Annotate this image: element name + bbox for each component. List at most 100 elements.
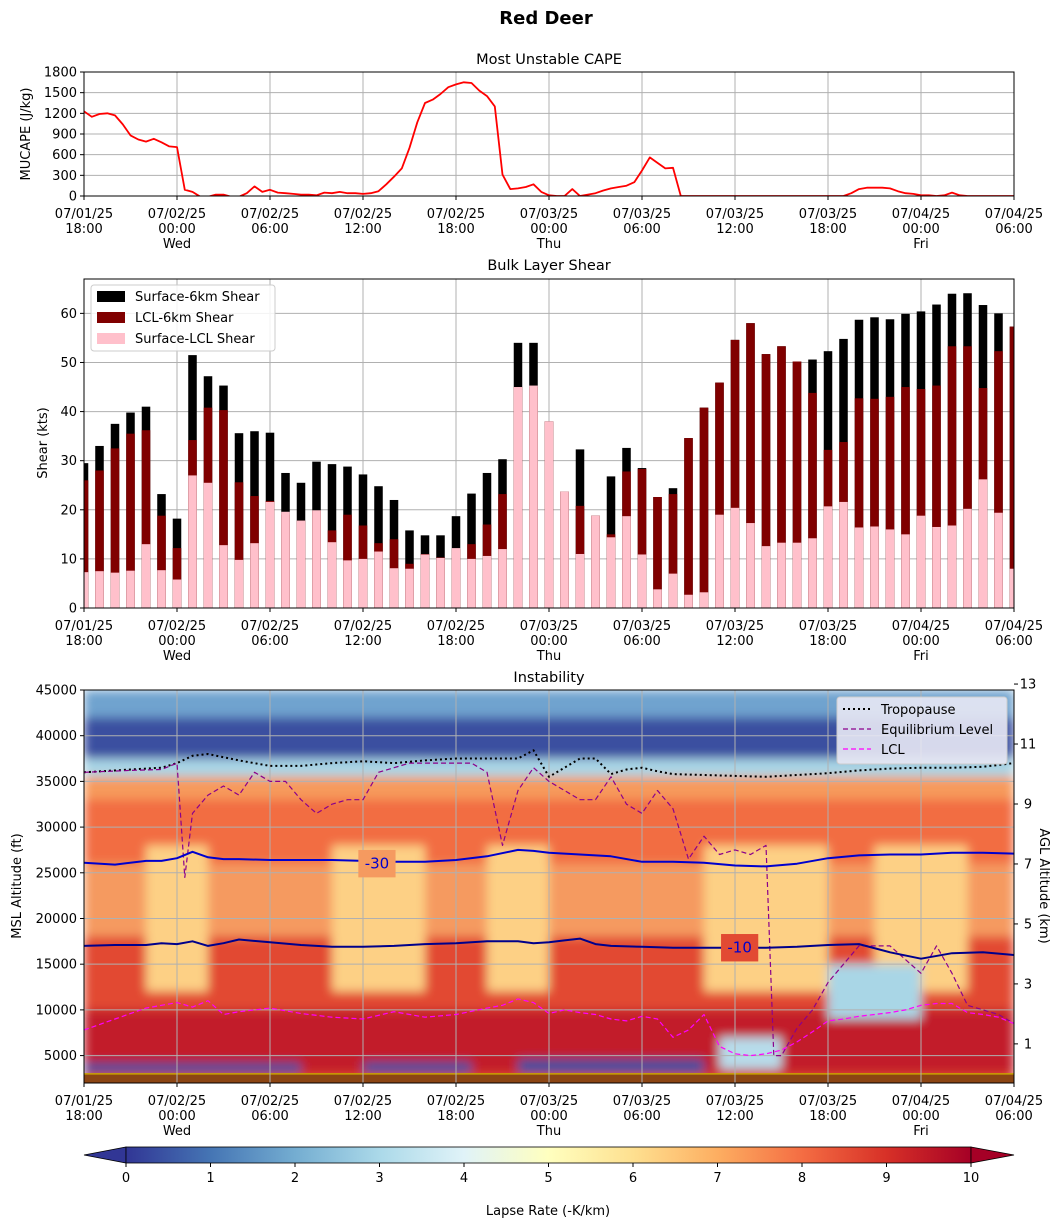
colorbar-high-extension [970,1146,1015,1164]
surface-lcl-shear-bar [312,510,321,608]
colorbar-tick-label: 10 [963,1171,980,1186]
heat-inversion-patch [828,964,921,1020]
surface-lcl-shear-bar [715,514,724,608]
shear-legend-label: LCL-6km Shear [135,311,234,326]
colorbar-tick-label: 2 [291,1171,299,1186]
cape-grid [83,71,1015,197]
cape-x-tick-date: 07/04/25 [892,207,950,222]
instability-x-tick-date: 07/02/25 [148,1094,206,1109]
lcl-6km-shear-bar [932,385,941,608]
cape-x-tick-date: 07/03/25 [520,207,578,222]
instability-x-tick-time: 18:00 [437,1109,474,1124]
shear-bars [84,293,1014,608]
surface-lcl-shear-bar [761,546,771,608]
lcl-6km-shear-bar [157,515,166,608]
instability-x-tick-date: 07/02/25 [241,1094,299,1109]
cape-x-tick-date: 07/02/25 [334,207,392,222]
lcl-6km-shear-bar [172,548,182,608]
instability-x-tick-time: 12:00 [344,1109,381,1124]
surface-lcl-shear-bar [84,572,89,608]
shear-legend-swatch [97,291,125,302]
cape-x-tick-date: 07/01/25 [55,207,113,222]
surface-lcl-shear-bar [110,572,120,608]
lcl-6km-shear-bar [110,448,120,608]
shear-y-tick-label: 0 [69,602,77,617]
minus10-isotherm-line [84,937,1014,960]
cape-x-tick-date: 07/02/25 [427,207,485,222]
instability-x-tick-date: 07/03/25 [706,1094,764,1109]
lcl-6km-shear-bar [761,354,771,608]
shear-y-tick-label: 30 [60,454,77,469]
shear-x-tick-date: 07/03/25 [613,619,671,634]
surface-lcl-shear-bar [529,385,538,608]
lcl-6km-shear-bar [141,430,151,608]
colorbar-gradient [125,1146,972,1164]
colorbar-tick-label: 8 [798,1171,806,1186]
colorbar-ticks: 0 1 2 3 4 5 6 7 8 9 10 [122,1163,979,1186]
cape-x-tick-date: 07/02/25 [241,207,299,222]
instability-x-tick-date: 07/01/25 [55,1094,113,1109]
cape-y-tick-label: 900 [52,128,77,143]
surface-lcl-shear-bar [405,568,414,608]
msl-y-tick-label: 30000 [36,821,77,836]
cape-panel: Most Unstable CAPE 0 300 600 900 1200 1500 180… [19,52,1043,252]
shear-x-tick-date: 07/04/25 [985,619,1043,634]
shear-y-tick-label: 20 [60,503,77,518]
colorbar-tick-label: 9 [882,1171,890,1186]
agl-y-tick-label: 7 [1024,857,1032,872]
instability-x-tick-time: 06:00 [995,1109,1032,1124]
shear-x-tick-date: 07/03/25 [706,619,764,634]
shear-x-tick-time: 06:00 [995,634,1032,649]
lcl-6km-shear-bar [234,482,244,608]
lcl-6km-shear-bar [808,392,817,608]
cape-x-tick-date: 07/03/25 [613,207,671,222]
lcl-6km-shear-bar [792,361,802,608]
shear-legend-swatch [97,333,125,344]
surface-lcl-shear-bar [808,538,817,608]
shear-y-tick-label: 60 [60,307,77,322]
cape-y-tick-label: 300 [52,169,77,184]
surface-lcl-shear-bar [188,475,197,608]
agl-y-tick-label: 13 [1020,678,1037,693]
heat-surface-inversion [84,1062,301,1074]
surface-lcl-shear-bar [157,570,166,608]
colorbar: 0 1 2 3 4 5 6 7 8 9 10 Lapse Rate (-K/km) [83,1146,1015,1219]
cape-x-tick-date: 07/03/25 [799,207,857,222]
instability-x-tick-day: Thu [536,1124,561,1139]
shear-x-tick-time: 00:00 [902,634,939,649]
surface-lcl-shear-bar [250,543,259,608]
shear-x-tick-time: 00:00 [530,634,567,649]
shear-x-tick-time: 18:00 [65,634,102,649]
lcl-6km-shear-bar [95,470,104,608]
instability-x-tick-date: 07/03/25 [520,1094,578,1109]
surface-lcl-shear-bar [637,554,647,608]
lcl-6km-shear-bar [870,398,879,608]
surface-lcl-shear-bar [95,571,104,608]
instability-x-tick-time: 18:00 [65,1109,102,1124]
instability-x-tick-time: 00:00 [158,1109,195,1124]
shear-y-ticks: 0 10 20 30 40 50 60 [60,307,84,617]
colorbar-tick-label: 1 [206,1171,214,1186]
surface-lcl-shear-bar [839,501,848,608]
shear-x-tick-time: 18:00 [437,634,474,649]
surface-lcl-shear-bar [296,520,306,608]
lcl-6km-shear-bar [1009,326,1014,608]
surface-lcl-shear-bar [498,549,507,608]
surface-lcl-shear-bar [172,579,182,608]
instability-chart-title: Instability [513,670,585,686]
surface-lcl-shear-bar [870,526,879,608]
mucape-line [84,81,1014,196]
cape-x-tick-time: 00:00 [902,222,939,237]
surface-lcl-shear-bar [513,387,523,608]
cape-y-tick-label: 1500 [44,86,77,101]
cape-x-tick-date: 07/04/25 [985,207,1043,222]
agl-y-tick-label: 5 [1024,917,1032,932]
surface-lcl-shear-bar [219,545,228,608]
msl-y-tick-label: 45000 [36,684,77,699]
msl-y-tick-label: 20000 [36,912,77,927]
agl-altitude-label: AGL Altitude (km) [1036,828,1051,943]
shear-x-tick-time: 12:00 [716,634,753,649]
contour-label-gap [358,849,396,878]
surface-lcl-shear-bar [684,594,693,608]
